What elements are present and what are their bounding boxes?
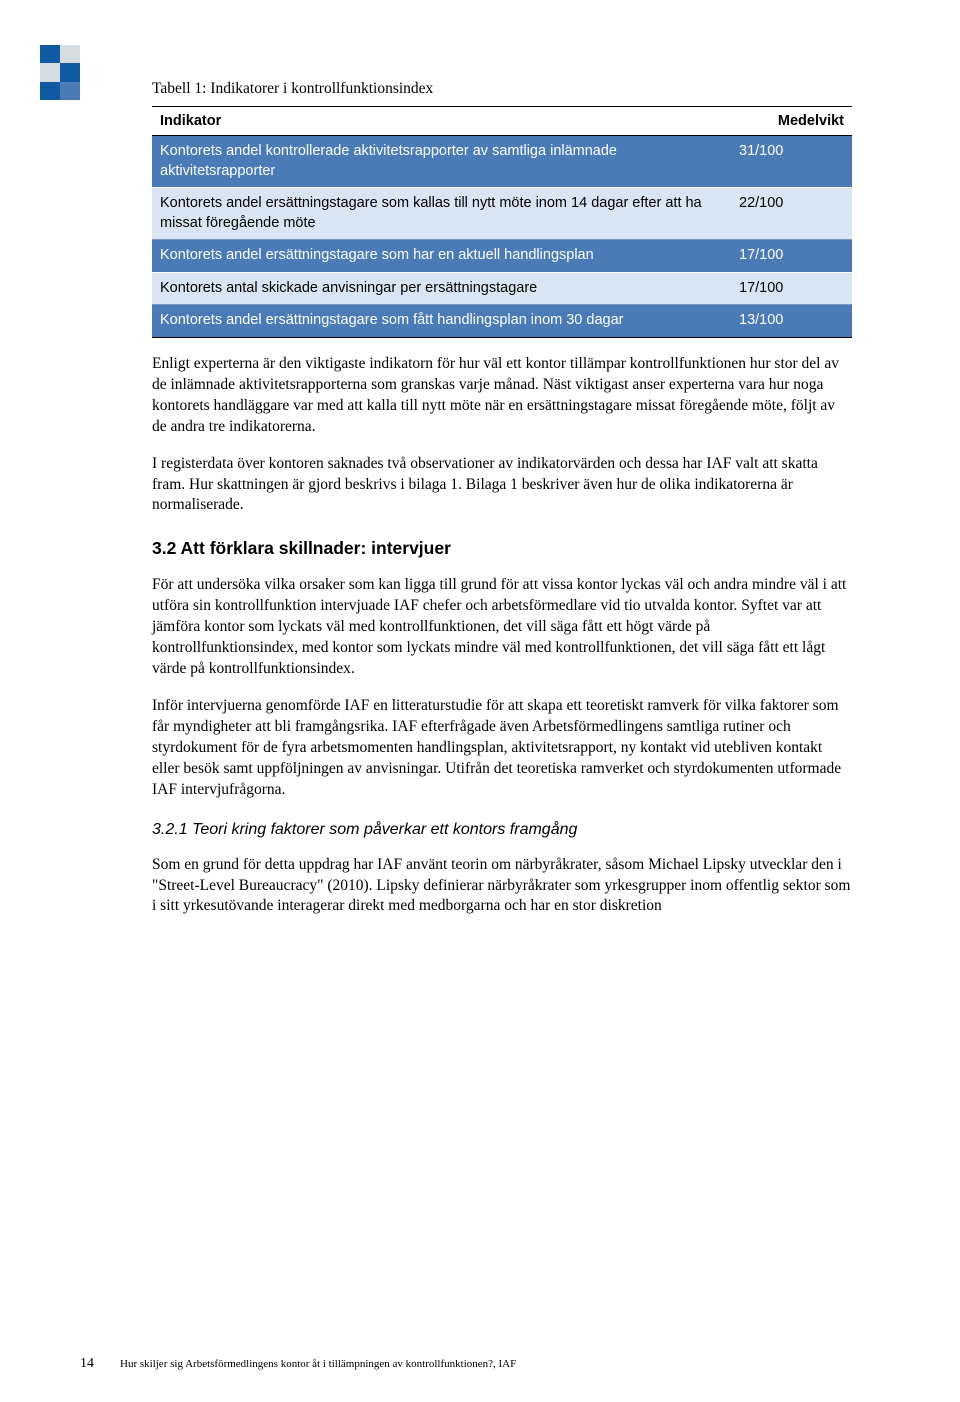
section-heading-3-2: 3.2 Att förklara skillnader: intervjuer [152,538,852,559]
header-indikator: Indikator [152,107,731,136]
paragraph: För att undersöka vilka orsaker som kan … [152,575,852,680]
indikator-value: 13/100 [731,305,852,338]
indikator-table: Indikator Medelvikt Kontorets andel kont… [152,106,852,338]
header-medelvikt: Medelvikt [731,107,852,136]
table-row: Kontorets andel ersättningstagare som ha… [152,240,852,273]
table-row: Kontorets andel kontrollerade aktivitets… [152,136,852,188]
footer-text: Hur skiljer sig Arbetsförmedlingens kont… [120,1358,516,1370]
paragraph: I registerdata över kontoren saknades tv… [152,454,852,517]
table-row: Kontorets andel ersättningstagare som få… [152,305,852,338]
indikator-value: 22/100 [731,188,852,240]
indikator-label: Kontorets antal skickade anvisningar per… [152,272,731,305]
indikator-label: Kontorets andel ersättningstagare som ha… [152,240,731,273]
indikator-value: 17/100 [731,272,852,305]
indikator-label: Kontorets andel ersättningstagare som ka… [152,188,731,240]
table-caption: Tabell 1: Indikatorer i kontrollfunktion… [152,80,852,98]
indikator-label: Kontorets andel kontrollerade aktivitets… [152,136,731,188]
page-footer: 14 Hur skiljer sig Arbetsförmedlingens k… [80,1356,880,1372]
paragraph: Som en grund för detta uppdrag har IAF a… [152,855,852,918]
indikator-value: 31/100 [731,136,852,188]
indikator-value: 17/100 [731,240,852,273]
logo [40,45,80,100]
table-row: Kontorets antal skickade anvisningar per… [152,272,852,305]
page-number: 14 [80,1356,94,1372]
subsection-heading-3-2-1: 3.2.1 Teori kring faktorer som påverkar … [152,821,852,839]
paragraph: Enligt experterna är den viktigaste indi… [152,354,852,438]
paragraph: Inför intervjuerna genomförde IAF en lit… [152,696,852,801]
indikator-label: Kontorets andel ersättningstagare som få… [152,305,731,338]
table-row: Kontorets andel ersättningstagare som ka… [152,188,852,240]
